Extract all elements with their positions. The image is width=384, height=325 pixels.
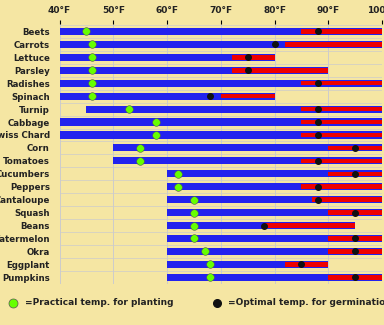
Bar — [113, 157, 382, 164]
Bar — [221, 94, 275, 98]
Bar — [60, 80, 382, 87]
Bar — [328, 275, 382, 280]
Bar — [301, 185, 382, 189]
Bar — [86, 106, 382, 113]
Bar — [113, 144, 382, 151]
Bar — [301, 120, 382, 124]
Bar — [60, 67, 328, 74]
Bar — [301, 159, 382, 163]
Text: =Practical temp. for planting: =Practical temp. for planting — [25, 298, 174, 307]
Bar — [60, 54, 275, 61]
Bar — [167, 222, 355, 229]
Bar — [328, 172, 382, 176]
Bar — [60, 93, 275, 100]
Bar — [328, 146, 382, 150]
Bar — [167, 261, 328, 268]
Bar — [60, 131, 382, 138]
Bar — [232, 55, 275, 59]
Bar — [167, 196, 382, 203]
Bar — [167, 274, 382, 281]
Bar — [328, 236, 382, 241]
Text: =Optimal temp. for germination: =Optimal temp. for germination — [228, 298, 384, 307]
Bar — [328, 210, 382, 215]
Bar — [167, 235, 382, 242]
Bar — [60, 28, 382, 35]
Bar — [301, 29, 382, 34]
Bar — [167, 170, 382, 177]
Bar — [60, 41, 382, 48]
Bar — [232, 68, 328, 72]
Bar — [285, 262, 328, 266]
Bar — [60, 119, 382, 125]
Bar — [301, 81, 382, 85]
Bar — [167, 209, 382, 216]
Bar — [312, 197, 382, 202]
Bar — [301, 107, 382, 111]
Bar — [301, 133, 382, 137]
Bar — [264, 223, 355, 228]
Bar — [167, 183, 382, 190]
Bar — [285, 42, 382, 47]
Bar — [328, 249, 382, 254]
Bar — [167, 248, 382, 255]
